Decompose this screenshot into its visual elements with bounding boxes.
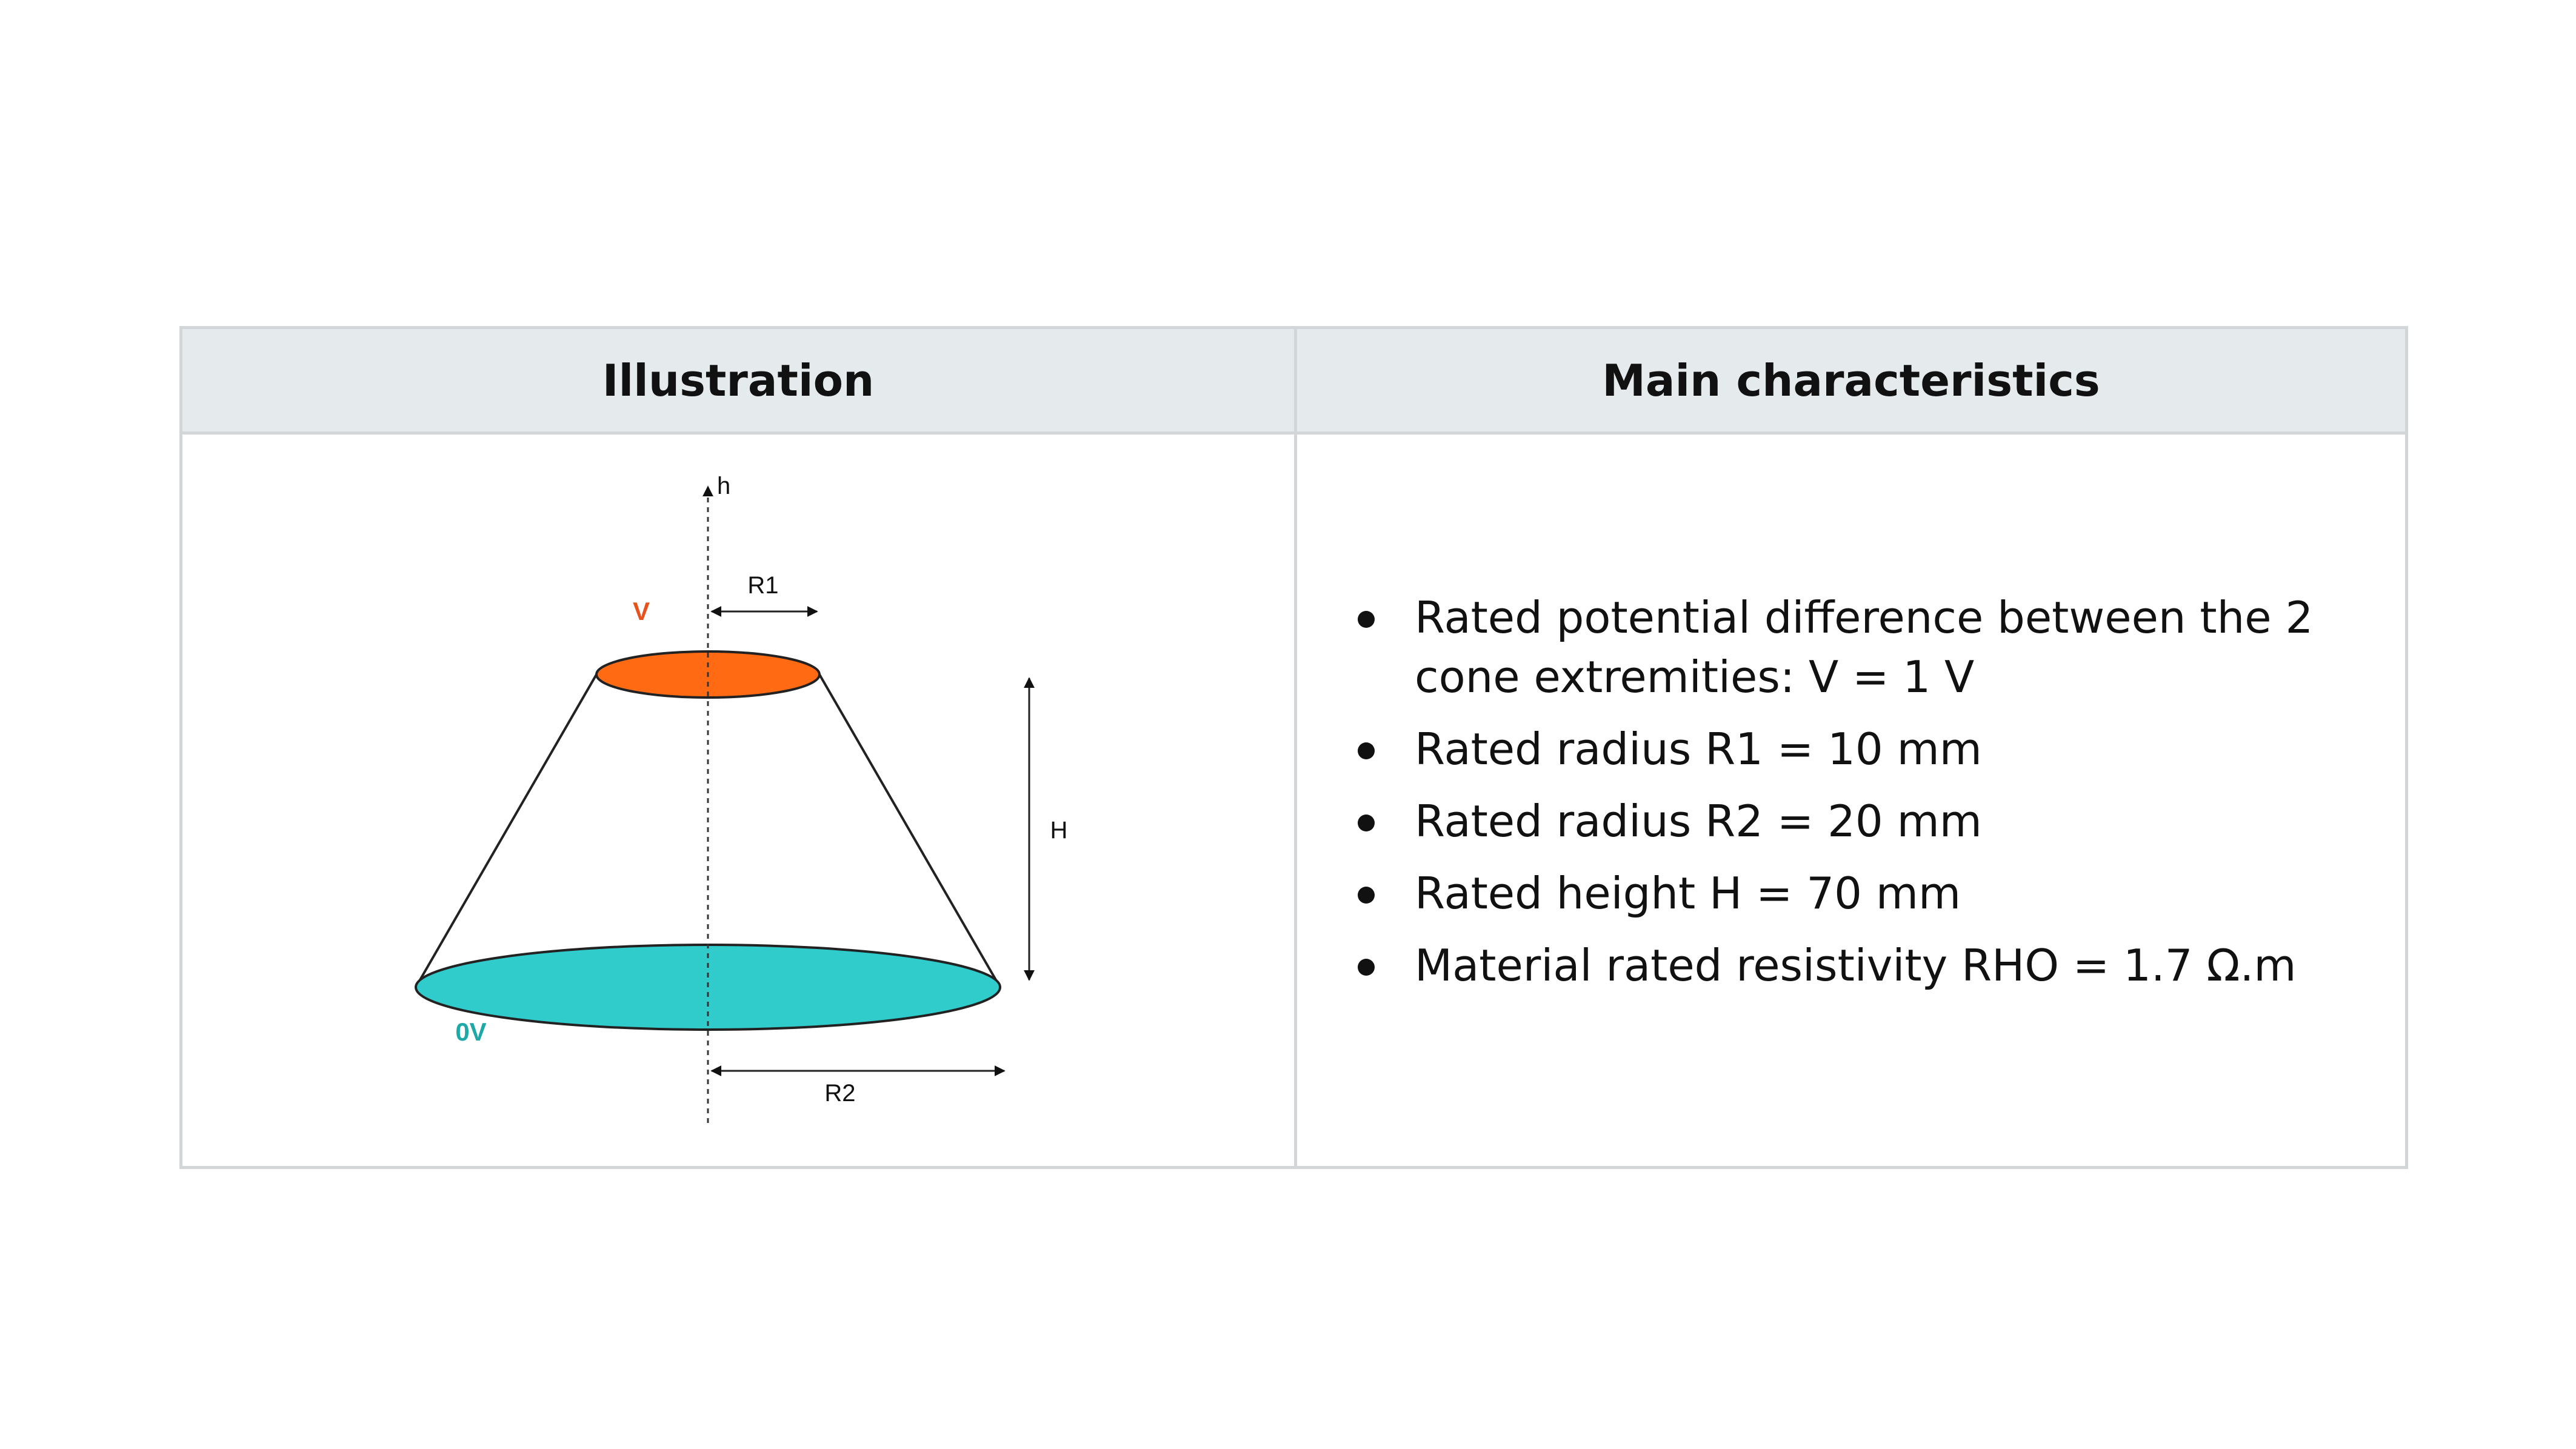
list-item: Material rated resistivity RHO = 1.7 Ω.m <box>1358 936 2400 995</box>
cone-right-side <box>818 673 1001 988</box>
bullet-icon <box>1358 959 1375 976</box>
bullet-icon <box>1358 887 1375 904</box>
list-item: Rated potential difference between the 2… <box>1358 588 2400 707</box>
r2-label: R2 <box>824 1080 855 1107</box>
height-label: H <box>1050 817 1068 844</box>
list-item: Rated height H = 70 mm <box>1358 864 2400 923</box>
column-divider <box>1294 329 1297 1166</box>
characteristic-text: Material rated resistivity RHO = 1.7 Ω.m <box>1415 940 2297 991</box>
list-item: Rated radius R2 = 20 mm <box>1358 791 2400 851</box>
truncated-cone-diagram: h R1 H R2 V 0V <box>415 473 1068 1123</box>
characteristic-text: Rated potential difference between the 2… <box>1415 592 2314 702</box>
characteristics-table: Illustration Main characteristics h R1 <box>179 326 2408 1169</box>
h-axis-label: h <box>717 473 730 499</box>
bullet-icon <box>1358 814 1375 831</box>
characteristics-list: Rated potential difference between the 2… <box>1358 588 2400 1008</box>
list-item: Rated radius R1 = 10 mm <box>1358 719 2400 779</box>
bullet-icon <box>1358 611 1375 628</box>
characteristic-text: Rated radius R2 = 20 mm <box>1415 796 1982 847</box>
bullet-icon <box>1358 742 1375 759</box>
top-potential-label: V <box>633 597 650 625</box>
characteristic-text: Rated radius R1 = 10 mm <box>1415 724 1982 774</box>
table-header-row: Illustration Main characteristics <box>182 329 2405 435</box>
cone-illustration-cell: h R1 H R2 V 0V <box>182 435 1294 1169</box>
characteristic-text: Rated height H = 70 mm <box>1415 868 1961 919</box>
header-main-characteristics: Main characteristics <box>1602 355 2100 406</box>
header-illustration: Illustration <box>602 355 875 406</box>
r1-label: R1 <box>747 572 778 599</box>
bottom-potential-label: 0V <box>455 1018 486 1046</box>
cone-left-side <box>415 673 598 988</box>
